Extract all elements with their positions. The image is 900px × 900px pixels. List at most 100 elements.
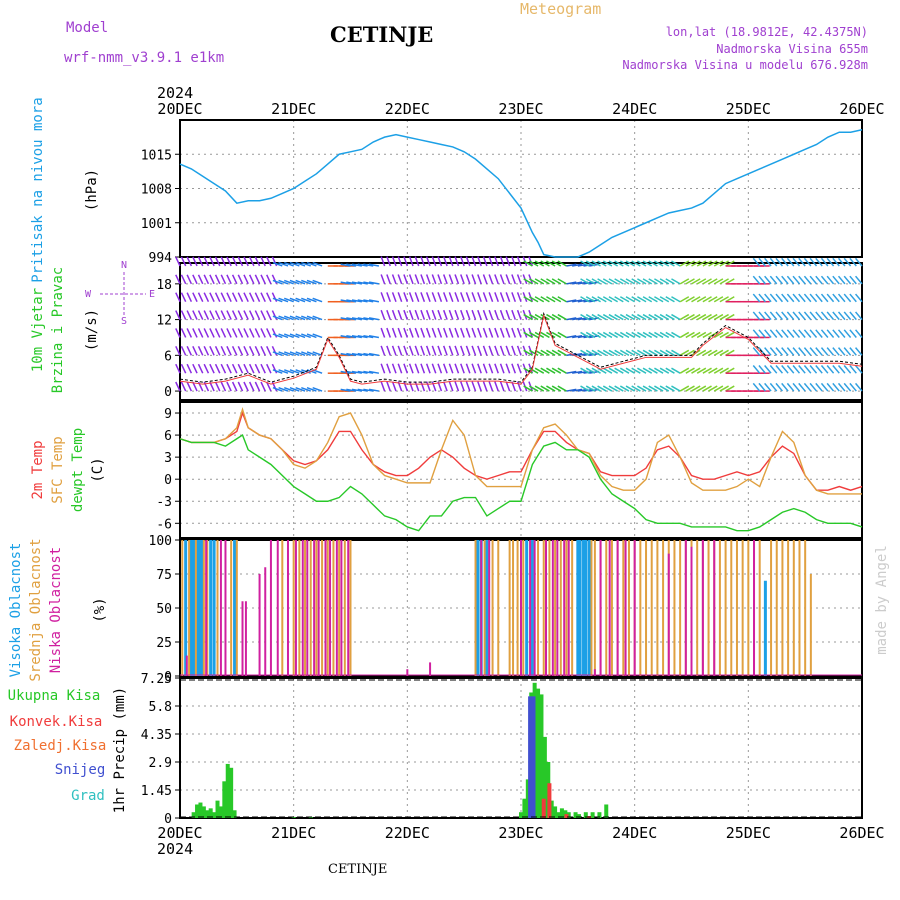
wind-barb — [505, 256, 511, 267]
wind-barb — [192, 292, 198, 303]
wind-barb — [254, 310, 261, 320]
wind-barb — [420, 274, 426, 285]
wind-barb — [798, 257, 806, 267]
wind-barb — [203, 345, 210, 356]
wind-barb — [186, 310, 193, 320]
wind-barb — [380, 327, 386, 338]
wind-barb — [546, 313, 556, 321]
wind-barb — [602, 278, 613, 285]
year-label-top: 2024 — [157, 84, 193, 102]
wind-barb — [826, 257, 835, 267]
wind-barb — [260, 328, 266, 338]
wind-barb — [209, 363, 215, 374]
wind-barb — [809, 382, 818, 392]
wind-barb — [671, 349, 681, 356]
wind-barb — [696, 349, 707, 356]
wind-barb — [809, 347, 818, 356]
wind-barb — [769, 347, 778, 356]
wind-barb — [180, 274, 187, 285]
wind-barb — [529, 296, 539, 303]
wind-barb — [209, 292, 215, 303]
wind-barb — [231, 256, 238, 267]
wind-barb — [546, 349, 556, 356]
precip-total-bar — [218, 806, 223, 818]
wind-barb — [271, 310, 278, 320]
wind-barb — [505, 363, 511, 374]
wind-barb — [631, 278, 641, 285]
wind-barb — [511, 292, 517, 302]
wind-barb — [585, 367, 596, 374]
wind-barb — [792, 293, 801, 303]
precip-total-bar — [542, 736, 547, 818]
wind-barb — [494, 256, 499, 267]
wind-barb — [608, 278, 618, 285]
wind-barb — [499, 256, 505, 267]
wind-barb — [266, 310, 272, 320]
y-tick-label: 25 — [156, 636, 172, 651]
wind-barb — [192, 310, 198, 320]
wind-barb — [420, 309, 426, 320]
wind-barb — [614, 367, 624, 374]
wind-barb — [591, 349, 601, 356]
wind-barb — [540, 278, 550, 285]
wind-barb — [295, 386, 306, 392]
wind-barb — [357, 352, 368, 357]
wind-barb — [516, 363, 522, 374]
wind-barb — [284, 333, 294, 339]
wind-barb — [494, 381, 499, 392]
wind-barb — [702, 260, 712, 267]
wind-barb — [551, 349, 562, 356]
model-label: Model — [66, 20, 109, 36]
wind-barb — [266, 363, 272, 374]
wind-barb — [301, 261, 311, 267]
y-tick-label: 9 — [164, 407, 172, 422]
wind-barb — [826, 329, 835, 338]
x-tick-label-top: 21DEC — [271, 100, 316, 118]
wind-barb — [505, 345, 511, 356]
wind-barb — [460, 292, 465, 302]
wind-barb — [820, 257, 829, 267]
wind-barb — [431, 292, 437, 302]
wind-barb — [815, 293, 823, 303]
wind-barb — [266, 328, 272, 338]
wind-barb — [585, 349, 596, 356]
wind-barb — [306, 315, 317, 321]
x-tick-label-bottom: 23DEC — [498, 824, 543, 842]
wind-barb — [636, 278, 647, 285]
wind-barb — [597, 331, 607, 339]
wind-barb — [798, 365, 806, 374]
wind-barb — [696, 313, 707, 321]
wind-barb — [209, 328, 215, 338]
wind-barb — [572, 370, 583, 374]
wind-barb — [278, 261, 289, 267]
wind-barb — [803, 329, 812, 338]
wind-barb — [648, 313, 658, 321]
wind-barb — [798, 311, 806, 321]
wind-barb — [534, 367, 545, 374]
wind-barb — [226, 363, 232, 374]
wind-barb — [685, 331, 695, 339]
wind-barb — [340, 388, 351, 392]
wind-barb — [477, 363, 482, 374]
wind-barb — [414, 256, 420, 267]
wind-barb — [781, 275, 789, 285]
wind-barb — [781, 293, 789, 303]
wind-barb — [619, 385, 630, 392]
wind-barb — [713, 313, 724, 321]
wind-barb — [408, 292, 414, 302]
wind-barb — [837, 347, 846, 356]
wind-barb — [357, 281, 368, 285]
wind-barb — [619, 260, 630, 267]
wind-barb — [226, 328, 232, 338]
wind-barb — [625, 260, 636, 267]
precip-total-bar — [566, 812, 571, 818]
wind-barb — [391, 327, 397, 338]
wind-barb — [351, 281, 362, 285]
wind-barb — [351, 263, 362, 267]
wind-barb — [186, 256, 193, 267]
precip-total-bar — [573, 812, 578, 818]
wind-barb — [175, 363, 181, 374]
wind-barb — [752, 382, 761, 392]
wind-barb — [665, 385, 675, 392]
wind-barb — [832, 382, 840, 392]
